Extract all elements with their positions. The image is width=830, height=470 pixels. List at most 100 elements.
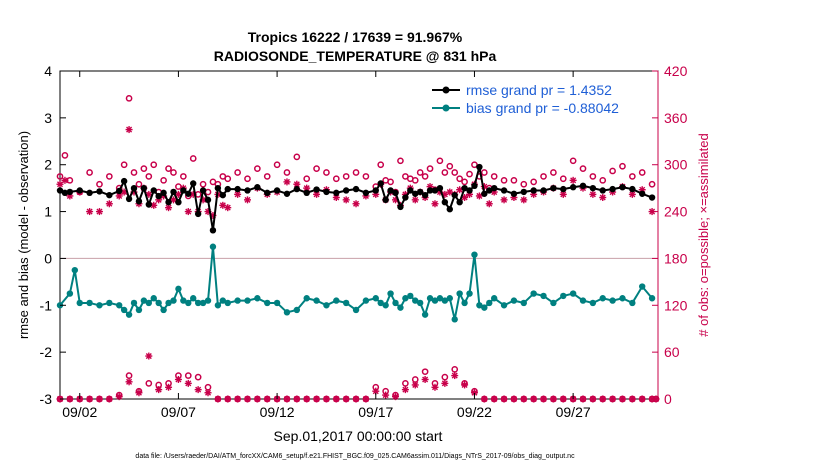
assimilated-obs-point (293, 395, 301, 403)
rmse-point (264, 189, 271, 197)
assimilated-obs-point (638, 395, 646, 403)
rmse-point (609, 185, 616, 193)
bias-point (194, 299, 202, 307)
assimilated-obs-point (579, 395, 587, 403)
possible-obs-point (466, 170, 473, 178)
assimilated-obs-point (243, 196, 251, 204)
bias-point (185, 299, 192, 307)
rmse-point (254, 184, 261, 191)
rmse-point (500, 187, 508, 194)
y-tick-label: 4 (44, 63, 52, 79)
rmse-point (175, 199, 182, 206)
rmse-point (530, 187, 537, 194)
possible-obs-point (540, 173, 547, 180)
rmse-point (170, 188, 177, 196)
y-right-tick-label: 300 (664, 157, 688, 173)
assimilated-obs-point (431, 200, 439, 208)
bias-point (441, 297, 449, 304)
rmse-point (323, 188, 330, 196)
rmse-point (273, 187, 281, 194)
rmse-point (648, 194, 656, 201)
rmse-point (155, 192, 162, 200)
bias-point (397, 304, 404, 311)
bias-point (451, 316, 458, 323)
rmse-point (569, 184, 577, 191)
bias-point (135, 306, 143, 314)
bias-point (382, 302, 389, 309)
assimilated-obs-point (520, 395, 528, 403)
bias-point (629, 299, 636, 307)
assimilated-obs-point (313, 395, 321, 403)
possible-obs-point (96, 180, 103, 188)
axis-layer: -3 -2 -1 0 1 2 3 4 0 60 120 180 240 300 360 420 09/02 09/… (40, 63, 688, 420)
possible-obs-point (254, 165, 261, 172)
bias-point (599, 295, 606, 302)
assimilated-obs-point (234, 395, 242, 403)
bias-point (333, 297, 340, 304)
rmse-point (431, 187, 439, 194)
rmse-point (426, 187, 434, 194)
bias-point (106, 299, 113, 307)
possible-obs-point (125, 94, 133, 102)
assimilated-obs-point (184, 208, 192, 216)
possible-obs-point (362, 173, 370, 180)
x-tick-label: 09/27 (556, 404, 591, 420)
y-right-tick-label: 420 (664, 63, 688, 79)
bias-point (76, 299, 83, 307)
y-tick-label: 2 (44, 157, 52, 173)
possible-obs-point (189, 155, 197, 162)
rmse-point (466, 187, 473, 194)
possible-obs-point (263, 173, 271, 180)
assimilated-obs-point (549, 395, 557, 403)
rmse-point (145, 201, 153, 208)
assimilated-obs-point (125, 126, 133, 134)
bias-point (323, 302, 330, 309)
rmse-point (446, 206, 453, 213)
assimilated-obs-point (56, 180, 64, 188)
y-tick-label: -1 (40, 297, 53, 313)
bias-point (180, 297, 187, 304)
possible-obs-point (451, 169, 459, 176)
bias-point (175, 285, 182, 293)
possible-obs-point (120, 161, 128, 169)
assimilated-obs-point (194, 386, 202, 394)
rmse-point (135, 198, 143, 205)
rmse-point (510, 190, 518, 197)
chart-subtitle: RADIOSONDE_TEMPERATURE @ 831 hPa (214, 48, 497, 64)
bias-point (530, 290, 537, 297)
possible-obs-point (441, 373, 449, 381)
bias-point (481, 304, 488, 311)
rmse-point (185, 190, 192, 197)
possible-obs-point (179, 173, 187, 180)
possible-obs-point (436, 157, 444, 165)
possible-obs-point (303, 175, 311, 183)
possible-obs-point (579, 165, 587, 172)
rmse-point (313, 186, 320, 193)
legend-bias-label: bias grand pr = -0.88042 (466, 100, 619, 116)
rmse-point (160, 189, 167, 197)
possible-obs-point (589, 173, 597, 180)
assimilated-obs-point (95, 208, 103, 216)
possible-obs-point (520, 180, 528, 188)
possible-obs-point (451, 365, 459, 373)
bias-point (234, 297, 241, 304)
possible-obs-point (184, 372, 192, 379)
bias-point (540, 292, 547, 300)
possible-obs-point (273, 161, 281, 169)
possible-obs-point (402, 380, 409, 387)
x-tick-label: 09/22 (457, 404, 492, 420)
assimilated-obs-point (135, 389, 143, 397)
rmse-point (412, 190, 419, 197)
y-tick-label: 3 (44, 110, 52, 126)
bias-point (244, 297, 251, 304)
possible-obs-point (170, 169, 177, 176)
rmse-point (560, 185, 567, 193)
rmse-point (244, 187, 251, 194)
assimilated-obs-point (224, 395, 232, 403)
possible-obs-point (61, 151, 69, 159)
x-tick-label: 09/07 (161, 404, 196, 420)
assimilated-obs-point (61, 176, 69, 184)
rmse-point (199, 187, 207, 194)
